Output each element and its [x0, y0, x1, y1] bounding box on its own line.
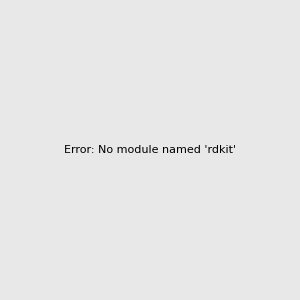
Text: Error: No module named 'rdkit': Error: No module named 'rdkit' — [64, 145, 236, 155]
